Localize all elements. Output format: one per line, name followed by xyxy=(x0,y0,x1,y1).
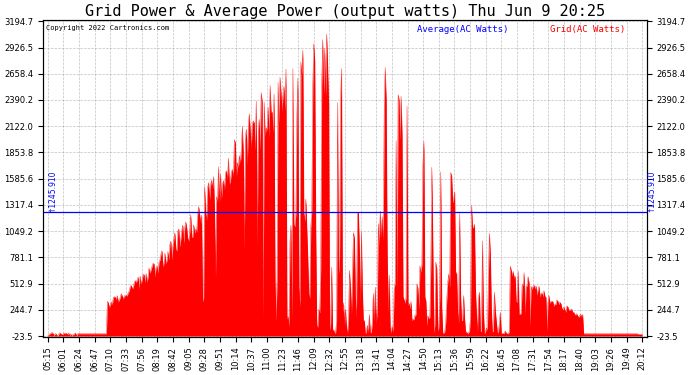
Text: Grid(AC Watts): Grid(AC Watts) xyxy=(550,25,626,34)
Title: Grid Power & Average Power (output watts) Thu Jun 9 20:25: Grid Power & Average Power (output watts… xyxy=(85,4,605,19)
Text: Average(AC Watts): Average(AC Watts) xyxy=(417,25,509,34)
Text: Copyright 2022 Cartronics.com: Copyright 2022 Cartronics.com xyxy=(46,25,170,31)
Text: ↑1245.910: ↑1245.910 xyxy=(647,170,656,212)
Text: ↑1245.910: ↑1245.910 xyxy=(48,170,57,212)
